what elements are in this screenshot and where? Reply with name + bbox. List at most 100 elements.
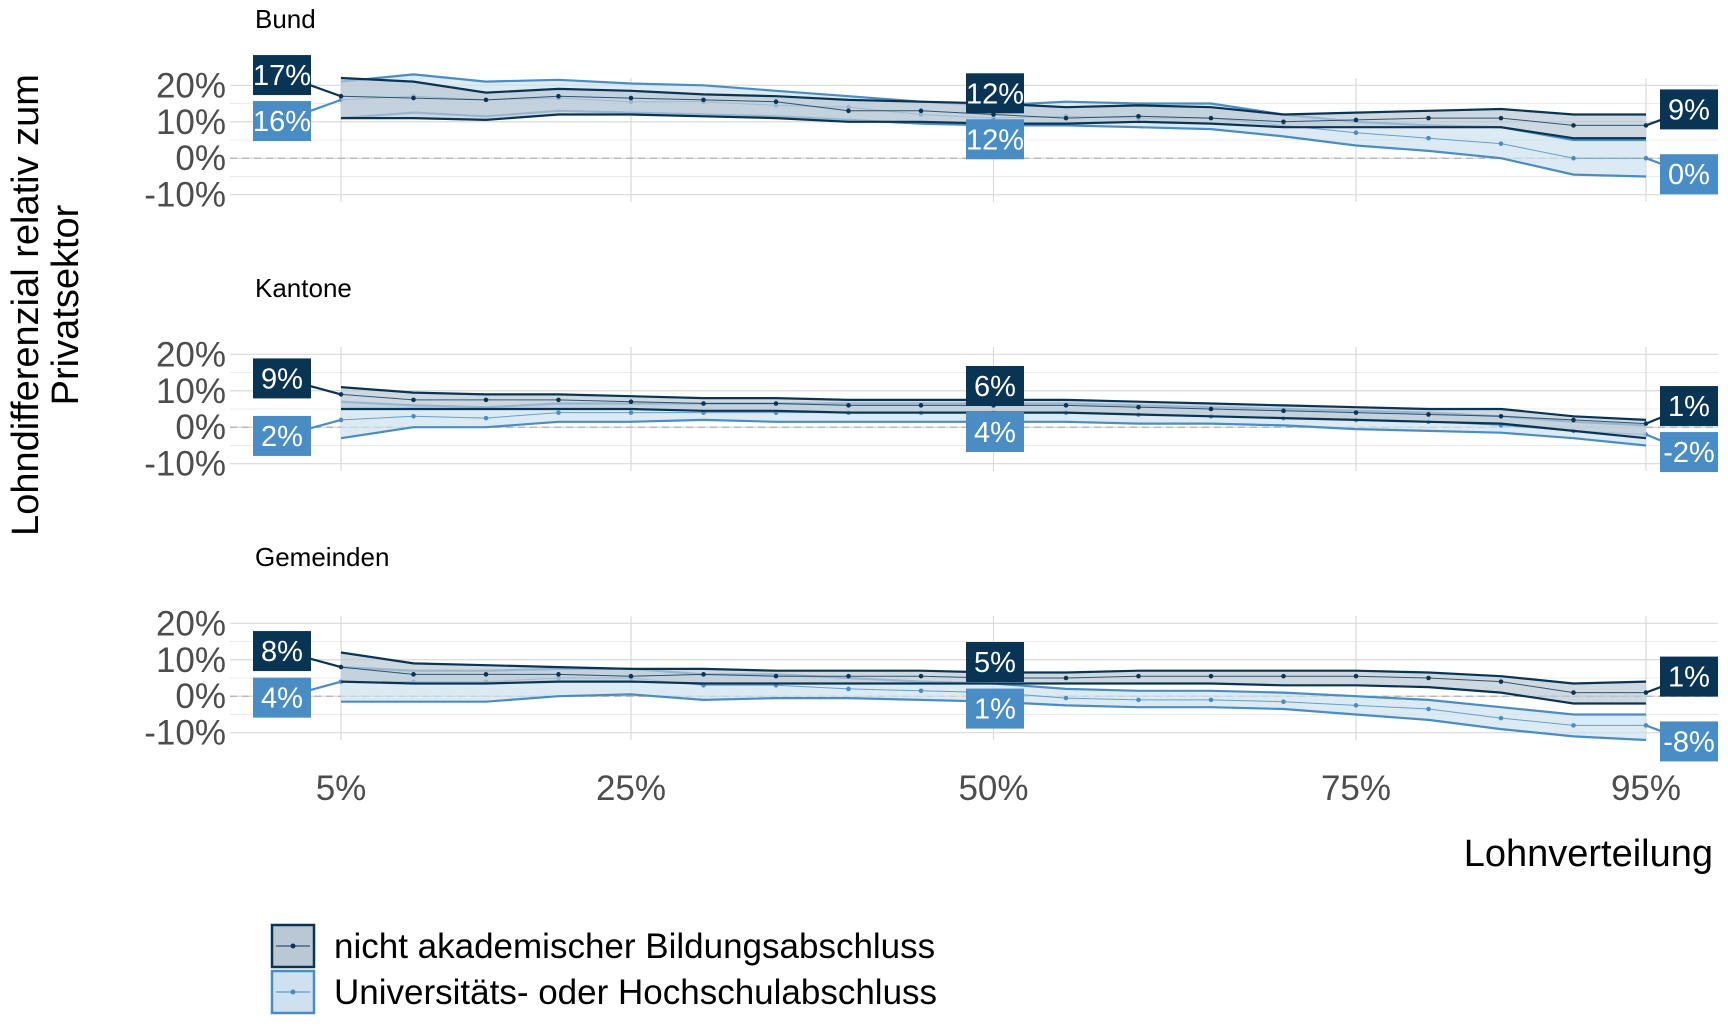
value-label: 2% [261, 421, 303, 453]
x-axis: 5% 25% 50% 75% 95% [316, 769, 1681, 808]
y-tick-label: 10% [156, 641, 226, 680]
legend-label: Universitäts- oder Hochschulabschluss [334, 973, 937, 1012]
data-point [1353, 703, 1359, 708]
data-point [1571, 155, 1576, 161]
band-edge-line [340, 680, 1646, 705]
facet-title: Gemeinden [255, 542, 389, 572]
data-point [628, 673, 634, 679]
y-tick-label: 20% [156, 66, 226, 105]
facets: Bund-10%0%10%20% 17%16%12%12%9%0%Kantone-… [144, 4, 1718, 762]
data-point [483, 97, 489, 103]
value-label-box [253, 677, 311, 718]
value-label: 9% [261, 363, 303, 395]
x-tick-label: 5% [316, 769, 367, 808]
data-point [918, 673, 924, 679]
y-tick-label: 0% [175, 408, 226, 447]
value-label: 17% [253, 60, 311, 92]
data-point [918, 403, 924, 408]
data-point [1498, 715, 1504, 721]
y-tick-label: 10% [156, 372, 226, 411]
value-label: 9% [1668, 94, 1710, 126]
y-tick-label: -10% [144, 445, 226, 484]
data-point [846, 108, 851, 114]
data-point [628, 95, 634, 101]
data-point [1281, 119, 1286, 125]
value-label-box [966, 688, 1024, 729]
value-label: 8% [261, 636, 303, 668]
value-label: 5% [974, 647, 1016, 679]
value-label-box [1660, 432, 1718, 473]
data-point [1136, 673, 1141, 679]
data-point [1571, 690, 1576, 695]
value-label: 4% [974, 417, 1016, 449]
facet-panel: Gemeinden -10%0%10%20% 8% 4% 5% 1% 1% -8% [144, 542, 1718, 762]
data-point [483, 415, 489, 421]
data-point [1498, 413, 1504, 419]
data-point [1136, 697, 1141, 703]
data-point [1136, 113, 1141, 119]
data-point [1208, 673, 1214, 679]
data-point [846, 686, 851, 692]
y-tick-label: 10% [156, 103, 226, 142]
data-point [556, 397, 561, 403]
data-point [411, 397, 416, 403]
data-point [1281, 699, 1286, 705]
data-point [1208, 697, 1214, 703]
data-point [1353, 673, 1359, 679]
value-label: 12% [966, 78, 1024, 110]
data-point [773, 673, 779, 679]
data-point [918, 108, 924, 114]
data-point [773, 99, 779, 105]
data-point [1426, 706, 1431, 712]
data-point [1498, 679, 1504, 684]
x-tick-label: 25% [596, 769, 666, 808]
value-label-box [1660, 154, 1718, 195]
value-label: 1% [974, 694, 1016, 726]
value-label-box [253, 631, 311, 672]
data-point [1571, 417, 1576, 423]
data-point [628, 399, 634, 405]
data-point [701, 97, 706, 103]
value-label-box [966, 366, 1024, 406]
value-label: 16% [253, 106, 311, 138]
data-point [483, 672, 489, 677]
data-point [1063, 695, 1069, 701]
value-label-box [1660, 656, 1718, 697]
y-tick-label: -10% [144, 714, 226, 753]
data-point [1498, 141, 1504, 146]
data-point [483, 397, 489, 403]
data-point [1353, 410, 1359, 415]
data-point [1281, 673, 1286, 679]
value-label: -8% [1663, 726, 1715, 758]
data-point [1063, 403, 1069, 408]
value-label: 12% [966, 124, 1024, 156]
y-tick-label: 0% [175, 139, 226, 178]
data-point [1571, 123, 1576, 128]
legend: nicht akademischer Bildungsabschluss Univ… [270, 923, 937, 1015]
value-label-box [253, 415, 311, 456]
facet-title: Kantone [255, 273, 352, 303]
x-axis-title: Lohnverteilung [1464, 833, 1713, 875]
data-point [1281, 408, 1286, 414]
data-point [701, 672, 706, 677]
confidence-band [341, 667, 1646, 740]
data-point [1426, 135, 1431, 141]
facet-panel: Bund-10%0%10%20% 17%16%12%12%9%0% [144, 4, 1718, 215]
value-label-box [1660, 89, 1718, 130]
legend-item: Universitäts- oder Hochschulabschluss [270, 969, 937, 1015]
value-label-box [966, 412, 1024, 452]
facet-title: Bund [255, 4, 316, 34]
data-point [773, 401, 779, 406]
data-point [1498, 115, 1504, 121]
data-point [628, 410, 634, 415]
confidence-band [341, 387, 1646, 439]
value-label-box [966, 642, 1024, 682]
legend-label: nicht akademischer Bildungsabschluss [334, 927, 935, 966]
x-tick-label: 95% [1611, 769, 1681, 808]
data-point [1208, 115, 1214, 121]
y-axis-title-text: Lohndifferenzial relativ zumPrivatsektor [5, 74, 87, 536]
data-point [1353, 130, 1359, 136]
facet-panel: Kantone -10%0%10%20% 9% 2% 6% 4% 1% -2% [144, 273, 1718, 484]
x-tick-label: 75% [1321, 769, 1391, 808]
value-label-box [253, 101, 311, 142]
